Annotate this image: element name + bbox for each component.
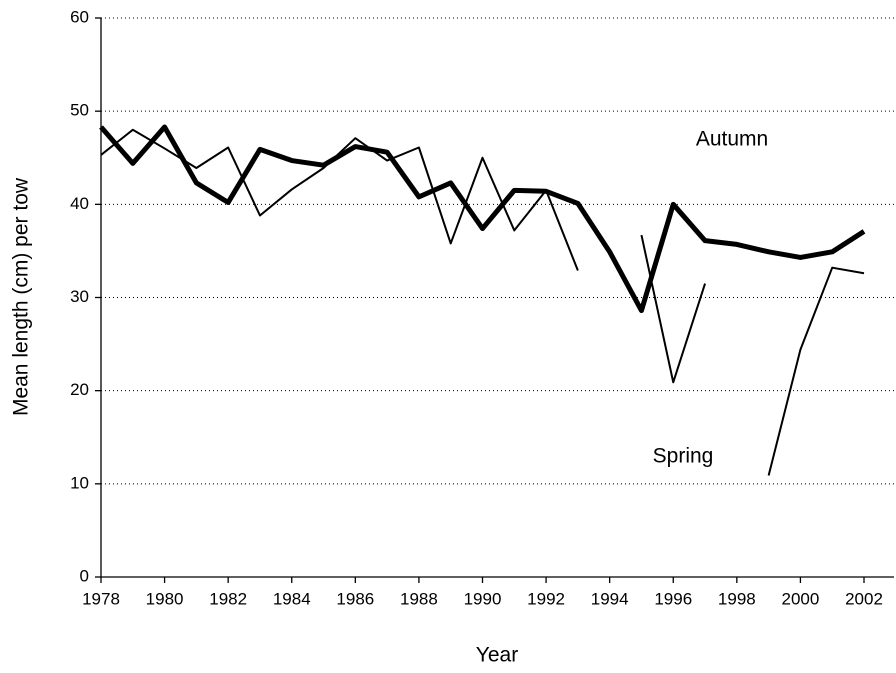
x-tick-label: 1980 xyxy=(146,589,184,608)
series-label: Autumn xyxy=(696,128,768,151)
x-tick-label: 1978 xyxy=(82,589,120,608)
y-tick-label: 30 xyxy=(70,287,89,306)
series-line xyxy=(99,124,866,314)
y-tick-label: 20 xyxy=(70,380,89,399)
x-tick-label: 1984 xyxy=(273,589,311,608)
x-tick-label: 1986 xyxy=(336,589,374,608)
x-tick-label: 2000 xyxy=(782,589,820,608)
x-axis-title: Year xyxy=(476,644,518,667)
y-tick-label: 50 xyxy=(70,101,89,120)
y-tick-label: 10 xyxy=(70,473,89,492)
series-line xyxy=(100,128,865,476)
x-tick-label: 1988 xyxy=(400,589,438,608)
x-tick-label: 1998 xyxy=(718,589,756,608)
y-axis-title: Mean length (cm) per tow xyxy=(10,177,33,416)
x-tick-label: 1996 xyxy=(654,589,692,608)
y-tick-label: 40 xyxy=(70,194,89,213)
x-tick-label: 1990 xyxy=(464,589,502,608)
x-tick-label: 1982 xyxy=(209,589,247,608)
x-tick-label: 2002 xyxy=(845,589,883,608)
x-tick-label: 1992 xyxy=(527,589,565,608)
series-label: Spring xyxy=(653,445,714,468)
y-tick-label: 60 xyxy=(70,7,89,26)
y-tick-label: 0 xyxy=(80,566,89,585)
x-tick-label: 1994 xyxy=(591,589,629,608)
